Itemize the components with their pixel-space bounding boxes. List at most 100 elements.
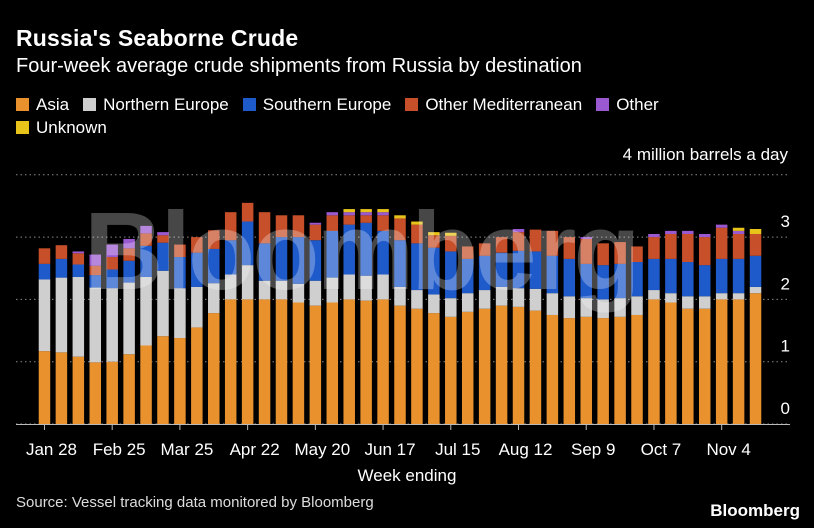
- bar-segment: [326, 230, 339, 278]
- bar-segment: [258, 243, 271, 281]
- bar-segment: [732, 233, 745, 259]
- bar-segment: [123, 248, 135, 261]
- bar-segment: [208, 283, 220, 314]
- bar-segment: [715, 299, 728, 424]
- bar-segment: [394, 215, 406, 219]
- bar-segment: [411, 221, 423, 225]
- bar-segment: [106, 269, 118, 289]
- bar-segment: [55, 245, 68, 259]
- bar-segment: [546, 314, 559, 424]
- bar-segment: [224, 299, 237, 424]
- bar-segment: [563, 296, 576, 319]
- bar-segment: [698, 233, 711, 238]
- bar-segment: [377, 230, 389, 275]
- x-tick-label: Sep 9: [571, 440, 615, 459]
- bar-segment: [377, 212, 389, 216]
- bar-segment: [614, 316, 626, 424]
- bar-segment: [224, 212, 237, 241]
- bar-segment: [377, 299, 389, 424]
- bar-segment: [326, 215, 339, 231]
- bar-segment: [38, 248, 51, 264]
- bar-segment: [732, 230, 745, 234]
- bar-segment: [309, 305, 322, 424]
- x-tick-label: Nov 4: [706, 440, 750, 459]
- bar-segment: [411, 224, 423, 244]
- bar-segment: [715, 258, 728, 294]
- bar-segment: [157, 232, 169, 236]
- bar-segment: [478, 255, 491, 291]
- x-axis-title: Week ending: [358, 466, 457, 485]
- bar-segment: [123, 238, 135, 249]
- bar-segment: [191, 327, 203, 424]
- bar-segment: [309, 222, 322, 225]
- bar-segment: [292, 237, 305, 284]
- bar-segment: [360, 209, 372, 213]
- bar-segment: [461, 293, 474, 312]
- legend-swatch: [16, 98, 29, 111]
- bar-segment: [580, 238, 592, 264]
- legend-swatch: [596, 98, 610, 111]
- x-tick-label: Jun 17: [365, 440, 416, 459]
- bar-segment: [749, 286, 762, 294]
- bar-segment: [309, 240, 322, 281]
- bar-segment: [38, 279, 51, 352]
- x-tick-label: Apr 22: [230, 440, 280, 459]
- x-tick-label: Jul 15: [435, 440, 480, 459]
- bar-segment: [631, 262, 643, 297]
- bar-segment: [428, 313, 440, 424]
- x-tick-label: Oct 7: [641, 440, 682, 459]
- bar-segment: [529, 229, 542, 252]
- bar-segment: [597, 243, 609, 266]
- bar-segment: [140, 225, 152, 234]
- bar-segment: [529, 288, 542, 311]
- bar-segment: [258, 280, 271, 300]
- bar-segment: [445, 232, 457, 236]
- bar-segment: [157, 235, 169, 243]
- bar-segment: [106, 361, 118, 424]
- y-tick-label: 0: [781, 399, 790, 418]
- bar-segment: [631, 314, 643, 424]
- bar-segment: [682, 308, 694, 424]
- bar-segment: [343, 209, 355, 213]
- bar-segment: [326, 212, 339, 216]
- source-note: Source: Vessel tracking data monitored b…: [16, 494, 374, 511]
- legend-label: Other: [616, 95, 659, 114]
- bar-segment: [749, 229, 762, 234]
- bar-segment: [72, 264, 85, 277]
- bar-segment: [732, 258, 745, 294]
- bar-segment: [614, 263, 626, 299]
- x-tick-label: Mar 25: [160, 440, 213, 459]
- bloomberg-logo: Bloomberg: [710, 501, 800, 520]
- legend-label: Unknown: [36, 118, 107, 137]
- bar-segment: [597, 265, 609, 300]
- bar-segment: [275, 215, 288, 238]
- bar-segment: [123, 354, 135, 424]
- bar-segment: [343, 215, 355, 225]
- bar-segment: [377, 209, 389, 213]
- bar-segment: [715, 224, 728, 228]
- bar-segment: [495, 252, 508, 287]
- bar-segment: [682, 296, 694, 309]
- bar-segment: [749, 233, 762, 256]
- bar-segment: [326, 302, 339, 424]
- bar-segment: [682, 233, 694, 263]
- legend-item: Other Mediterranean: [405, 93, 582, 116]
- bar-segment: [461, 258, 474, 294]
- bar-segment: [309, 224, 322, 241]
- chart-title: Russia's Seaborne Crude: [16, 25, 299, 51]
- bar-segment: [343, 299, 355, 424]
- legend-item: Asia: [16, 93, 69, 116]
- bar-segment: [89, 254, 102, 266]
- bar-segment: [580, 298, 592, 317]
- bar-segment: [360, 215, 372, 223]
- bar-segment: [495, 305, 508, 424]
- bar-segment: [698, 265, 711, 297]
- bar-segment: [123, 260, 135, 283]
- bar-segment: [648, 290, 660, 300]
- legend-item: Southern Europe: [242, 93, 391, 116]
- bar-segment: [732, 227, 745, 231]
- bar-segment: [377, 215, 389, 231]
- legend-label: Northern Europe: [103, 95, 229, 114]
- bar-segment: [428, 232, 440, 236]
- bar-segment: [428, 235, 440, 248]
